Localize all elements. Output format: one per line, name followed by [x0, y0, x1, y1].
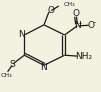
Text: O: O	[73, 9, 80, 18]
Text: N: N	[41, 63, 47, 72]
Text: CH₃: CH₃	[63, 2, 75, 7]
Text: +: +	[78, 21, 83, 26]
Text: N: N	[74, 21, 81, 30]
Text: CH₃: CH₃	[1, 73, 12, 78]
Text: O: O	[88, 21, 95, 30]
Text: O: O	[48, 6, 55, 15]
Text: NH₂: NH₂	[75, 52, 92, 61]
Text: –: –	[92, 20, 96, 26]
Text: S: S	[10, 60, 15, 69]
Text: N: N	[18, 30, 25, 39]
